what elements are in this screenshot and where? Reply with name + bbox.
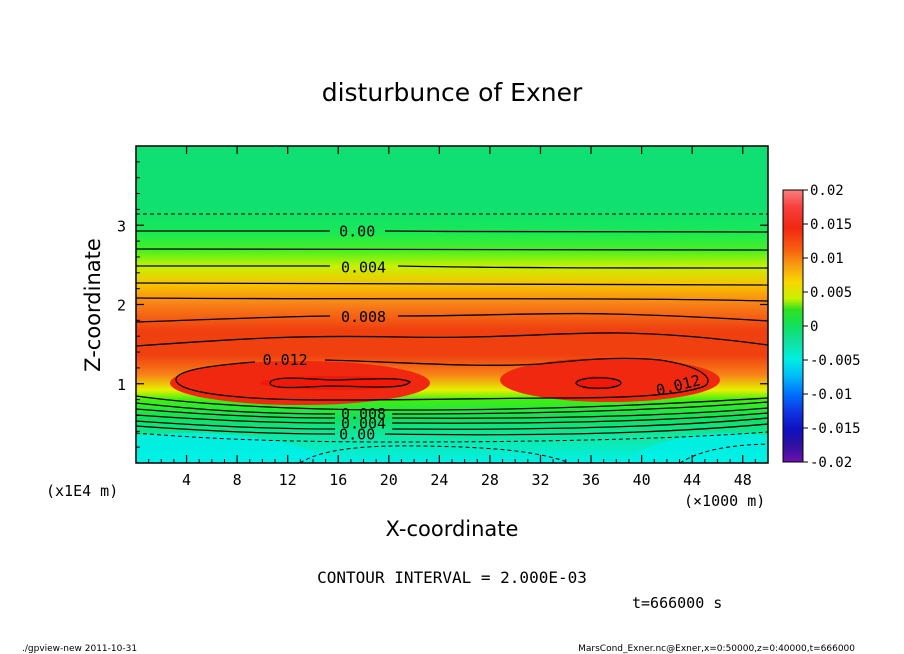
x-axis: 4 8 12 16 20 24 28 32 36 40 44 48 (148, 146, 756, 489)
contour-max-right (575, 377, 622, 389)
contour-upper-5 (136, 297, 768, 302)
chart-title: disturbunce of Exner (322, 78, 583, 107)
core-max-right (575, 376, 619, 390)
colorbar-tick-label: 0.02 (810, 183, 844, 199)
contour-label: 0.004 (341, 414, 386, 432)
contour-max-left (269, 377, 411, 389)
contour-upper-2 (136, 248, 768, 251)
contour-dashed-right (679, 443, 768, 463)
colorbar-tick-label: -0.02 (810, 455, 852, 471)
colorbar-tick-label: -0.015 (810, 421, 861, 437)
cyan-corner-right (626, 433, 768, 463)
x-tick-label: 24 (430, 471, 448, 489)
colorbar-tick-label: 0.005 (810, 285, 852, 301)
colorbar-tick-label: 0 (810, 319, 818, 335)
contour-upper-7 (136, 332, 768, 347)
colorbar-ticks: 0.02 0.015 0.01 0.005 0 -0.005 -0.01 -0.015 -0.0… (803, 183, 861, 471)
y-axis-label: Z-coordinate (81, 238, 105, 372)
contour-label: 0.004 (341, 258, 386, 276)
x-tick-label: 40 (633, 471, 651, 489)
cyan-corner-left (136, 433, 332, 463)
x-tick-label: 48 (734, 471, 752, 489)
x-tick-label: 32 (531, 471, 549, 489)
contour-012-closed (175, 357, 709, 401)
x-tick-label: 4 (182, 471, 191, 489)
contour-lower-1 (136, 395, 768, 411)
x-tick-label: 28 (481, 471, 499, 489)
x-unit-label: (×1000 m) (684, 492, 765, 510)
time-label: t=666000 s (632, 594, 722, 612)
colorbar-tick-label: -0.005 (810, 353, 861, 369)
x-tick-label: 36 (582, 471, 600, 489)
y-unit-label: (x1E4 m) (46, 482, 118, 500)
contour-lines (136, 213, 768, 463)
footer-right: MarsCond_Exner.nc@Exner,x=0:50000,z=0:40… (578, 644, 855, 654)
y-tick-label: 2 (117, 297, 126, 315)
y-tick-label: 1 (117, 376, 126, 394)
colorbar-tick-label: -0.01 (810, 387, 852, 403)
x-tick-label: 16 (329, 471, 347, 489)
contour-0-upper (136, 230, 768, 233)
x-tick-label: 12 (279, 471, 297, 489)
y-axis: 1 2 3 (117, 161, 768, 448)
colorbar-tick-label: 0.01 (810, 251, 844, 267)
contour-label: 0.008 (341, 308, 386, 326)
contour-lower-3 (136, 407, 768, 419)
contour-004-upper (136, 265, 768, 269)
contour-lower-5 (136, 417, 768, 430)
x-tick-label: 8 (233, 471, 242, 489)
contour-upper-4 (136, 282, 768, 286)
footer-left: ./gpview-new 2011-10-31 (22, 644, 137, 654)
x-tick-label: 44 (683, 471, 701, 489)
contour-004-lower (136, 412, 768, 424)
contour-dashed-lower (136, 431, 768, 443)
contour-label: 0.008 (341, 405, 386, 423)
colorbar-tick-label: 0.015 (810, 217, 852, 233)
contour-dashed-arch (299, 445, 571, 463)
contour-label: 0.012 (263, 351, 308, 369)
contour-008-lower (136, 401, 768, 415)
y-tick-label: 3 (117, 217, 126, 235)
contour-interval: CONTOUR INTERVAL = 2.000E-03 (317, 568, 587, 587)
x-axis-label: X-coordinate (386, 517, 519, 541)
contour-0-lower (136, 423, 768, 436)
contour-label: 0.00 (339, 425, 375, 443)
x-tick-label: 20 (380, 471, 398, 489)
contour-label: 0.00 (339, 223, 375, 241)
colorbar (782, 189, 804, 463)
contour-008-upper (136, 312, 768, 323)
